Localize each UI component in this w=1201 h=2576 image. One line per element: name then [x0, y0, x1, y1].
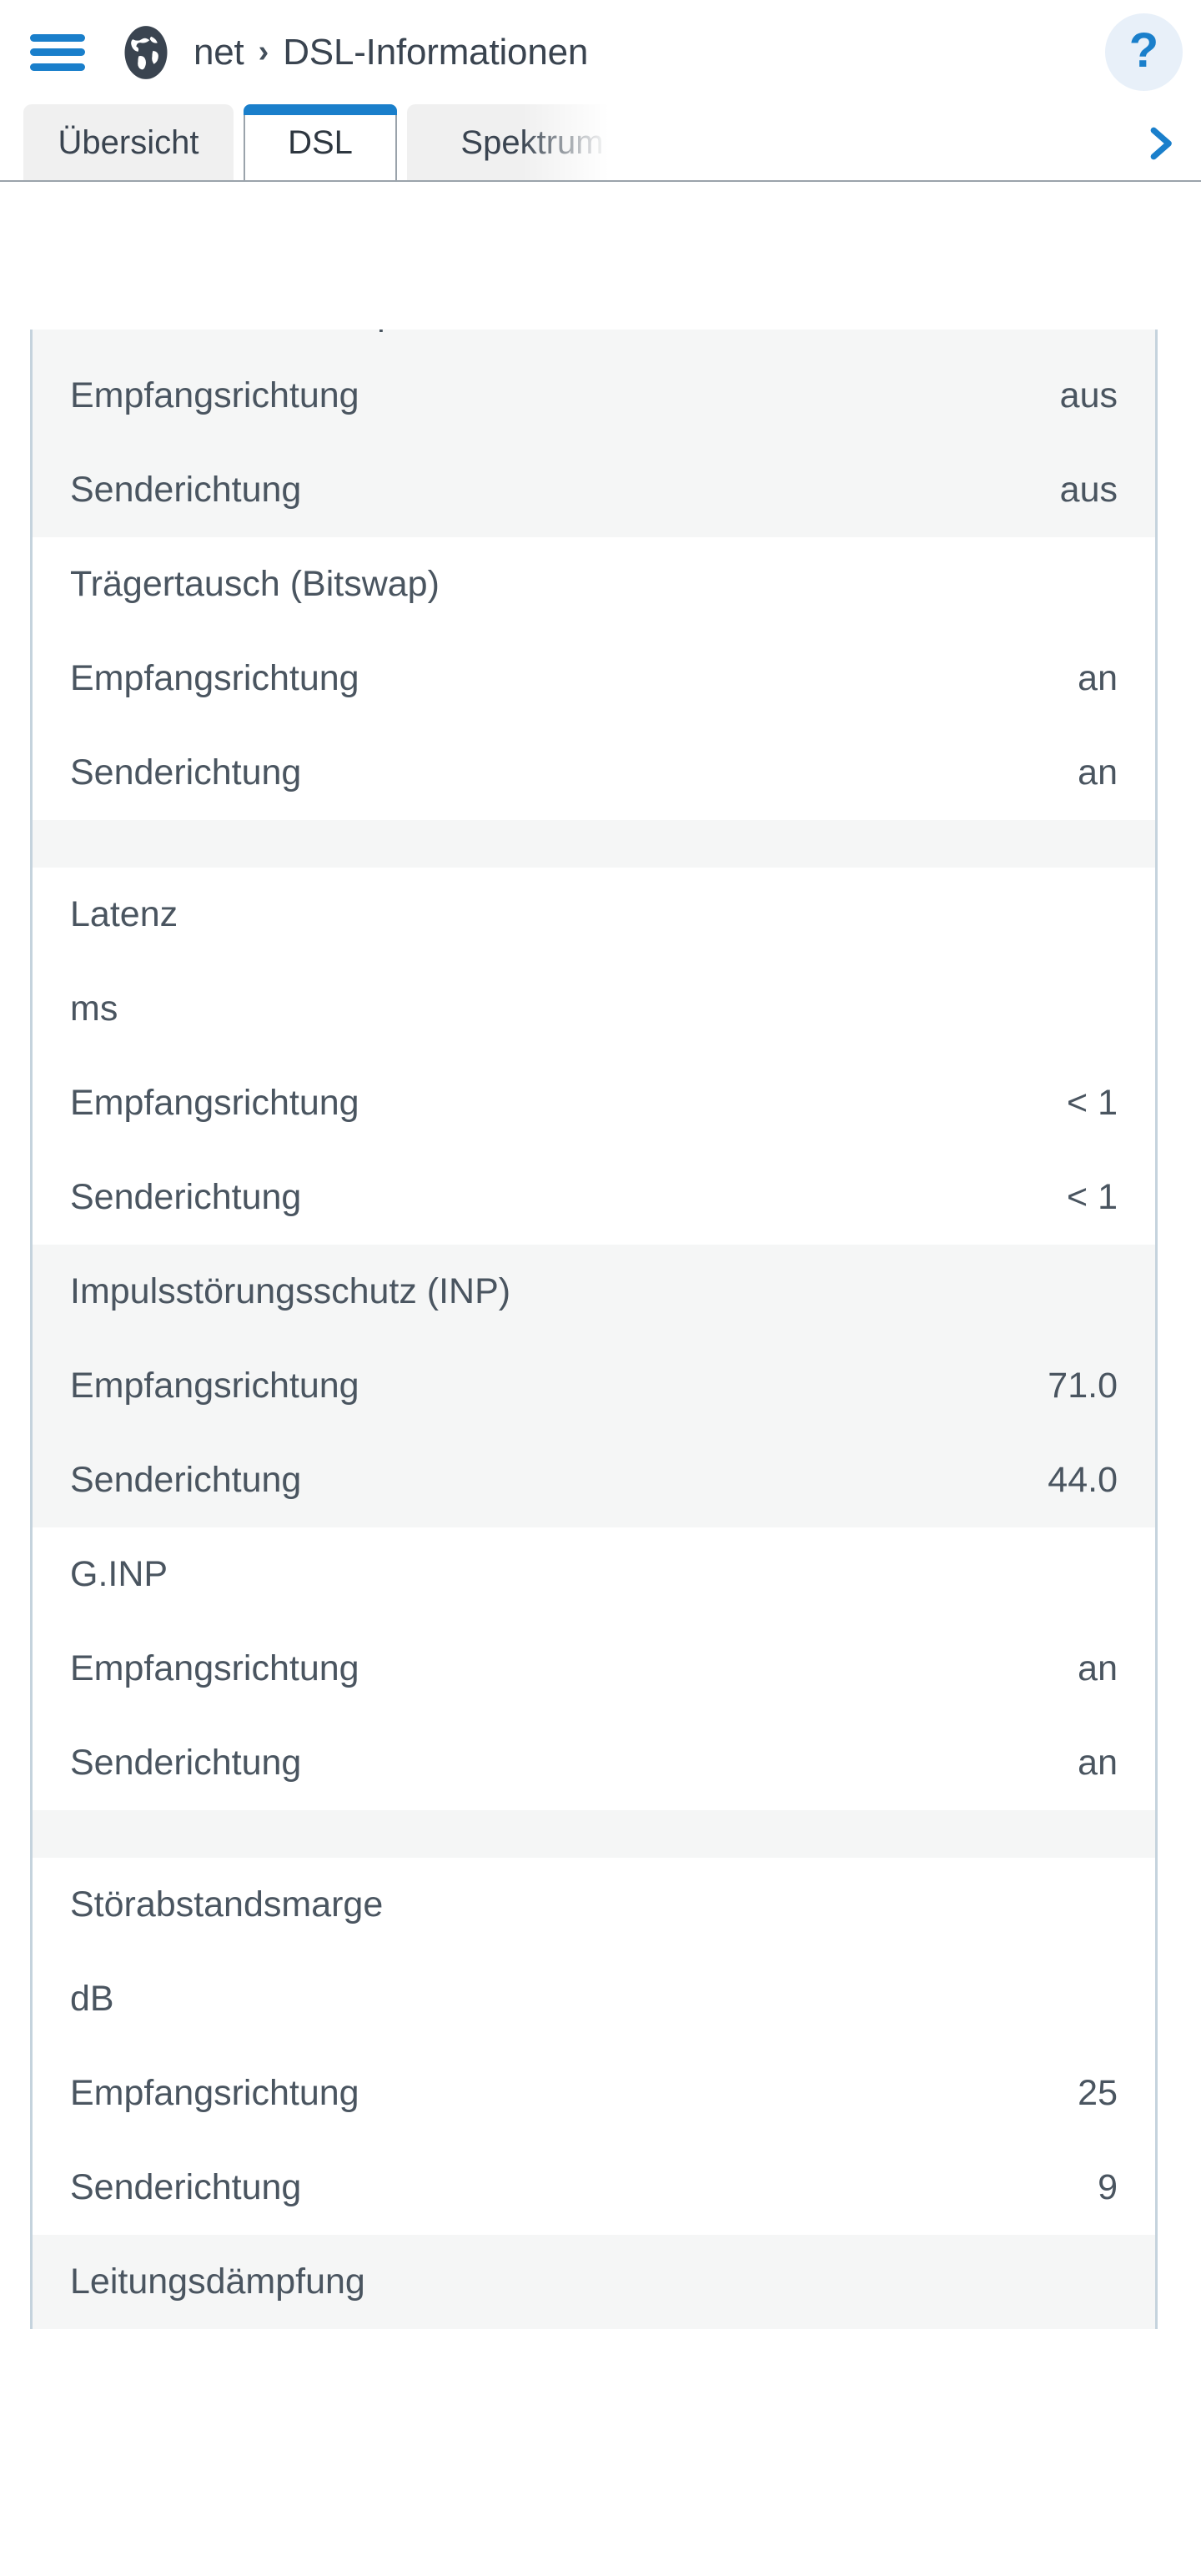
group-heading-row: G.INP [33, 1527, 1155, 1622]
chevron-right-icon [1150, 127, 1172, 159]
row-value: an [1078, 752, 1118, 792]
row-label: Senderichtung [70, 2167, 302, 2207]
row-label: Senderichtung [70, 1743, 302, 1783]
tab-label: Übersicht [58, 124, 199, 161]
row-value: an [1078, 1648, 1118, 1688]
tab-label: DSL [288, 124, 353, 161]
row-label: Empfangsrichtung [70, 1366, 359, 1406]
row-label: Empfangsrichtung [70, 2073, 359, 2113]
table-row: Empfangsrichtung 71.0 [33, 1339, 1155, 1433]
table-row: Senderichtung an [33, 726, 1155, 820]
hamburger-menu-icon[interactable] [30, 31, 85, 74]
row-label: Empfangsrichtung [70, 375, 359, 415]
table-row: Empfangsrichtung an [33, 631, 1155, 726]
page-header: net › DSL-Informationen ? Übersicht DSL Sp… [0, 0, 1201, 182]
tab-scroller[interactable]: Übersicht DSL Spektrum [0, 104, 1201, 182]
breadcrumb: net › DSL-Informationen [193, 34, 1201, 71]
group-heading-label: Impulsstörungsschutz (INP) [70, 1271, 511, 1311]
spacer-row [33, 1810, 1155, 1858]
tab--bersicht[interactable]: Übersicht [23, 104, 234, 182]
tab-dsl[interactable]: DSL [244, 104, 397, 182]
group-heading-label: G.INP [70, 1554, 168, 1594]
row-label: Empfangsrichtung [70, 658, 359, 698]
group-heading-row: Latenz [33, 868, 1155, 962]
row-value: < 1 [1067, 1177, 1118, 1217]
chevron-right-icon: › [258, 33, 269, 69]
row-value: 9 [1098, 2167, 1118, 2207]
group-heading-label: Trägertausch (Bitswap) [70, 564, 440, 604]
row-label: Empfangsrichtung [70, 1083, 359, 1123]
table-row: Empfangsrichtung 25 [33, 2046, 1155, 2141]
tab-spektrum[interactable]: Spektrum [407, 104, 657, 182]
hamburger-bar-1 [30, 33, 85, 42]
table-row: Empfangsrichtung < 1 [33, 1056, 1155, 1150]
help-question-icon: ? [1128, 23, 1159, 78]
row-value: 71.0 [1048, 1366, 1118, 1406]
breadcrumb-parent[interactable]: net [193, 33, 244, 71]
group-heading-row: Störabstandsmarge [33, 1858, 1155, 1952]
spacer-row [33, 820, 1155, 868]
breadcrumb-current: DSL-Informationen [283, 33, 589, 71]
tab-next-button[interactable] [1118, 104, 1201, 182]
dsl-info-table: Empfangsrichtung aus Senderichtung aus Träge… [30, 349, 1158, 2329]
row-value: aus [1059, 375, 1118, 415]
group-heading-label: Leitungsdämpfung [70, 2262, 365, 2302]
row-value: an [1078, 1743, 1118, 1783]
group-heading-label: Störabstandsmarge [70, 1884, 384, 1924]
tabbar-underline [0, 180, 1201, 182]
partially-scrolled-row: Nahtlose Ratenadaption [30, 330, 1158, 371]
unit-label: ms [70, 989, 118, 1029]
table-row: Senderichtung 44.0 [33, 1433, 1155, 1527]
row-value: 25 [1078, 2073, 1118, 2113]
table-row: Senderichtung < 1 [33, 1150, 1155, 1245]
group-heading-label: Latenz [70, 894, 178, 934]
table-row: Senderichtung aus [33, 443, 1155, 537]
row-label: Senderichtung [70, 1460, 302, 1500]
hamburger-bar-3 [30, 63, 85, 71]
partially-scrolled-row-label: Nahtlose Ratenadaption [70, 330, 455, 334]
table-row: Senderichtung an [33, 1716, 1155, 1810]
globe-icon[interactable] [117, 23, 175, 82]
row-value: < 1 [1067, 1083, 1118, 1123]
group-heading-row: Trägertausch (Bitswap) [33, 537, 1155, 631]
group-heading-row: Impulsstörungsschutz (INP) [33, 1245, 1155, 1339]
hamburger-bar-2 [30, 48, 85, 56]
row-label: Senderichtung [70, 1177, 302, 1217]
row-label: Empfangsrichtung [70, 1648, 359, 1688]
row-value: 44.0 [1048, 1460, 1118, 1500]
unit-row: dB [33, 1952, 1155, 2046]
table-row: Senderichtung 9 [33, 2141, 1155, 2235]
row-label: Senderichtung [70, 470, 302, 510]
header-bar: net › DSL-Informationen ? [0, 0, 1201, 104]
unit-row: ms [33, 962, 1155, 1056]
table-row: Empfangsrichtung an [33, 1622, 1155, 1716]
unit-label: dB [70, 1979, 114, 2019]
tab-label: Spektrum [460, 124, 604, 161]
row-label: Senderichtung [70, 752, 302, 792]
group-heading-row: Leitungsdämpfung [33, 2235, 1155, 2329]
row-value: an [1078, 658, 1118, 698]
help-button[interactable]: ? [1105, 13, 1183, 91]
tab-bar: Übersicht DSL Spektrum [0, 104, 1201, 182]
row-value: aus [1059, 470, 1118, 510]
